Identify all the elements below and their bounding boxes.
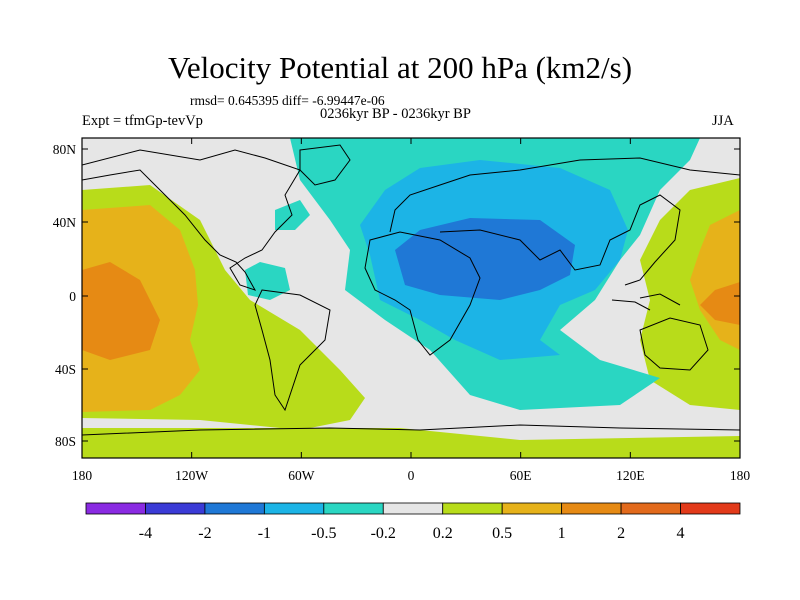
coast-south-america	[254, 289, 331, 412]
contour-caribbean	[245, 262, 290, 300]
colorbar-swatch	[204, 502, 265, 515]
coast-greenland	[299, 144, 351, 186]
experiment-label: Expt = tfmGp-tevVp	[82, 113, 203, 129]
contour-westpac-dark	[700, 282, 740, 325]
lat-tick-label: 80S	[55, 434, 76, 449]
colorbar-swatch	[561, 502, 622, 515]
colorbar-label: -2	[198, 525, 211, 542]
chart-title: Velocity Potential at 200 hPa (km2/s)	[167, 50, 633, 85]
colorbar-label: 0.2	[433, 525, 453, 542]
colorbar-swatch	[501, 502, 563, 515]
coast-australia	[639, 317, 709, 371]
colorbar-swatch	[85, 502, 146, 515]
lat-tick-label: 0	[69, 289, 76, 304]
colorbar-label: 2	[617, 525, 625, 542]
stats-line: rmsd= 0.645395 diff= -6.99447e-06	[190, 93, 385, 108]
colorbar-label: -0.2	[371, 525, 396, 542]
contour-positive-south	[82, 428, 740, 458]
lon-tick-label: 180	[72, 468, 93, 483]
lon-tick-label: 0	[408, 468, 415, 483]
coast-africa	[364, 231, 481, 356]
lat-tick-label: 80N	[53, 142, 77, 157]
coastlines	[82, 144, 740, 436]
coast-north-america	[82, 149, 301, 291]
colorbar-label: -0.5	[311, 525, 336, 542]
lon-tick-label: 60W	[288, 468, 315, 483]
lon-tick-label: 120E	[616, 468, 645, 483]
contour-negative-core	[395, 218, 575, 300]
lon-tick-label: 60E	[510, 468, 532, 483]
lon-tick-label: 120W	[175, 468, 208, 483]
colorbar-swatch	[263, 502, 325, 515]
colorbar-label: 0.5	[492, 525, 512, 542]
colorbar: -4 -2 -1 -0.5 -0.2 0.2 0.5 1 2 4	[85, 502, 741, 542]
coast-indonesia	[611, 293, 681, 311]
map-plot-area	[82, 138, 740, 458]
colorbar-swatch	[145, 502, 206, 515]
colorbar-label: 1	[558, 525, 566, 542]
lon-tick-label: 180	[730, 468, 751, 483]
colorbar-swatch	[680, 502, 741, 515]
colorbar-swatch	[442, 502, 503, 515]
colorbar-swatch	[382, 502, 444, 515]
colorbar-swatch	[620, 502, 681, 515]
season-label: JJA	[712, 113, 734, 129]
coast-antarctica	[82, 424, 740, 436]
colorbar-swatch	[323, 502, 384, 515]
contour-pacific-dark	[82, 262, 160, 360]
colorbar-label: -1	[258, 525, 271, 542]
lat-tick-label: 40S	[55, 362, 76, 377]
subtitle: 0236kyr BP - 0236kyr BP	[320, 106, 471, 122]
lat-tick-label: 40N	[53, 215, 77, 230]
colorbar-label: 4	[677, 525, 685, 542]
axes: 80N 40N 0 40S 80S 180 120W 60W 0 60E 120E 180	[53, 138, 751, 483]
colorbar-label: -4	[139, 525, 152, 542]
coast-eurasia	[389, 157, 740, 286]
